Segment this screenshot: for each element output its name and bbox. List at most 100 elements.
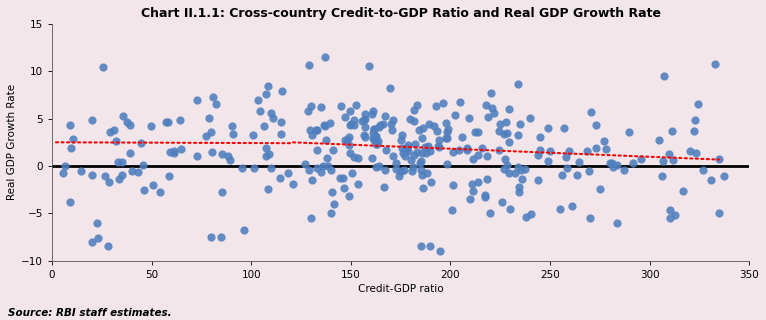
Point (501, 162, 513, 167)
Point (121, 119, 133, 124)
Point (319, 54, 331, 60)
Point (407, 164, 419, 169)
Point (99, 174, 111, 179)
Point (248, 165, 260, 171)
Point (191, 98, 203, 103)
Point (136, 140, 148, 146)
Point (583, 168, 595, 173)
Point (254, 108, 266, 113)
Point (227, 131, 239, 136)
Point (349, 155, 361, 160)
Point (467, 188, 480, 194)
Point (480, 195, 492, 200)
Point (485, 91, 497, 96)
Point (400, 145, 412, 150)
Point (136, 162, 149, 167)
Point (325, 168, 337, 173)
Point (417, 125, 430, 130)
Point (300, 161, 312, 166)
Point (264, 165, 277, 170)
Point (415, 136, 427, 141)
Point (554, 206, 566, 211)
Point (160, 119, 172, 124)
Point (466, 157, 479, 162)
Text: Source: RBI staff estimates.: Source: RBI staff estimates. (8, 308, 172, 318)
Point (287, 181, 300, 187)
Point (488, 110, 500, 116)
Point (398, 151, 410, 156)
Point (484, 211, 496, 216)
Point (358, 135, 371, 140)
Point (352, 181, 364, 186)
Point (65, 145, 77, 150)
Point (358, 124, 371, 129)
Point (434, 249, 447, 254)
Point (627, 160, 639, 165)
Point (461, 146, 473, 151)
Point (316, 164, 329, 169)
Point (573, 159, 585, 164)
Point (358, 117, 371, 122)
Point (408, 119, 420, 124)
Point (519, 167, 531, 172)
Point (525, 212, 537, 217)
Point (542, 158, 555, 163)
Point (500, 119, 512, 124)
Point (146, 183, 159, 188)
Point (206, 149, 218, 155)
Point (260, 154, 273, 159)
Point (493, 122, 506, 127)
Point (324, 121, 336, 126)
Point (57, 170, 69, 175)
Point (216, 189, 228, 194)
Point (497, 132, 509, 137)
Point (697, 167, 709, 172)
Point (327, 148, 339, 153)
Point (415, 168, 427, 173)
Point (342, 142, 355, 147)
Point (86, 172, 98, 178)
Point (396, 133, 408, 138)
Point (461, 148, 473, 153)
Point (421, 144, 434, 149)
Point (366, 130, 378, 135)
Point (345, 121, 357, 126)
Point (449, 113, 461, 118)
Point (64, 200, 76, 205)
Point (370, 133, 382, 138)
Point (666, 158, 679, 163)
Point (385, 85, 397, 90)
Point (653, 138, 665, 143)
Point (606, 160, 618, 165)
Point (377, 121, 389, 126)
Point (252, 97, 264, 102)
Point (326, 190, 338, 195)
Y-axis label: Real GDP Growth Rate: Real GDP Growth Rate (7, 84, 17, 200)
Point (346, 171, 358, 176)
Point (168, 148, 180, 153)
Point (493, 147, 505, 152)
Point (453, 147, 466, 152)
Point (391, 160, 403, 165)
Point (408, 153, 421, 158)
Point (358, 111, 371, 116)
Point (437, 101, 449, 106)
Point (263, 152, 275, 157)
X-axis label: Credit-GDP ratio: Credit-GDP ratio (358, 284, 444, 294)
Point (398, 168, 411, 173)
Point (224, 157, 236, 163)
Point (555, 172, 568, 178)
Point (124, 150, 136, 156)
Point (414, 244, 427, 249)
Point (472, 180, 484, 185)
Point (411, 149, 423, 154)
Point (585, 109, 597, 115)
Point (163, 173, 175, 178)
Point (378, 168, 391, 173)
Point (311, 128, 323, 133)
Point (404, 158, 417, 163)
Point (689, 117, 701, 122)
Point (113, 177, 125, 182)
Point (387, 153, 399, 158)
Point (368, 138, 381, 143)
